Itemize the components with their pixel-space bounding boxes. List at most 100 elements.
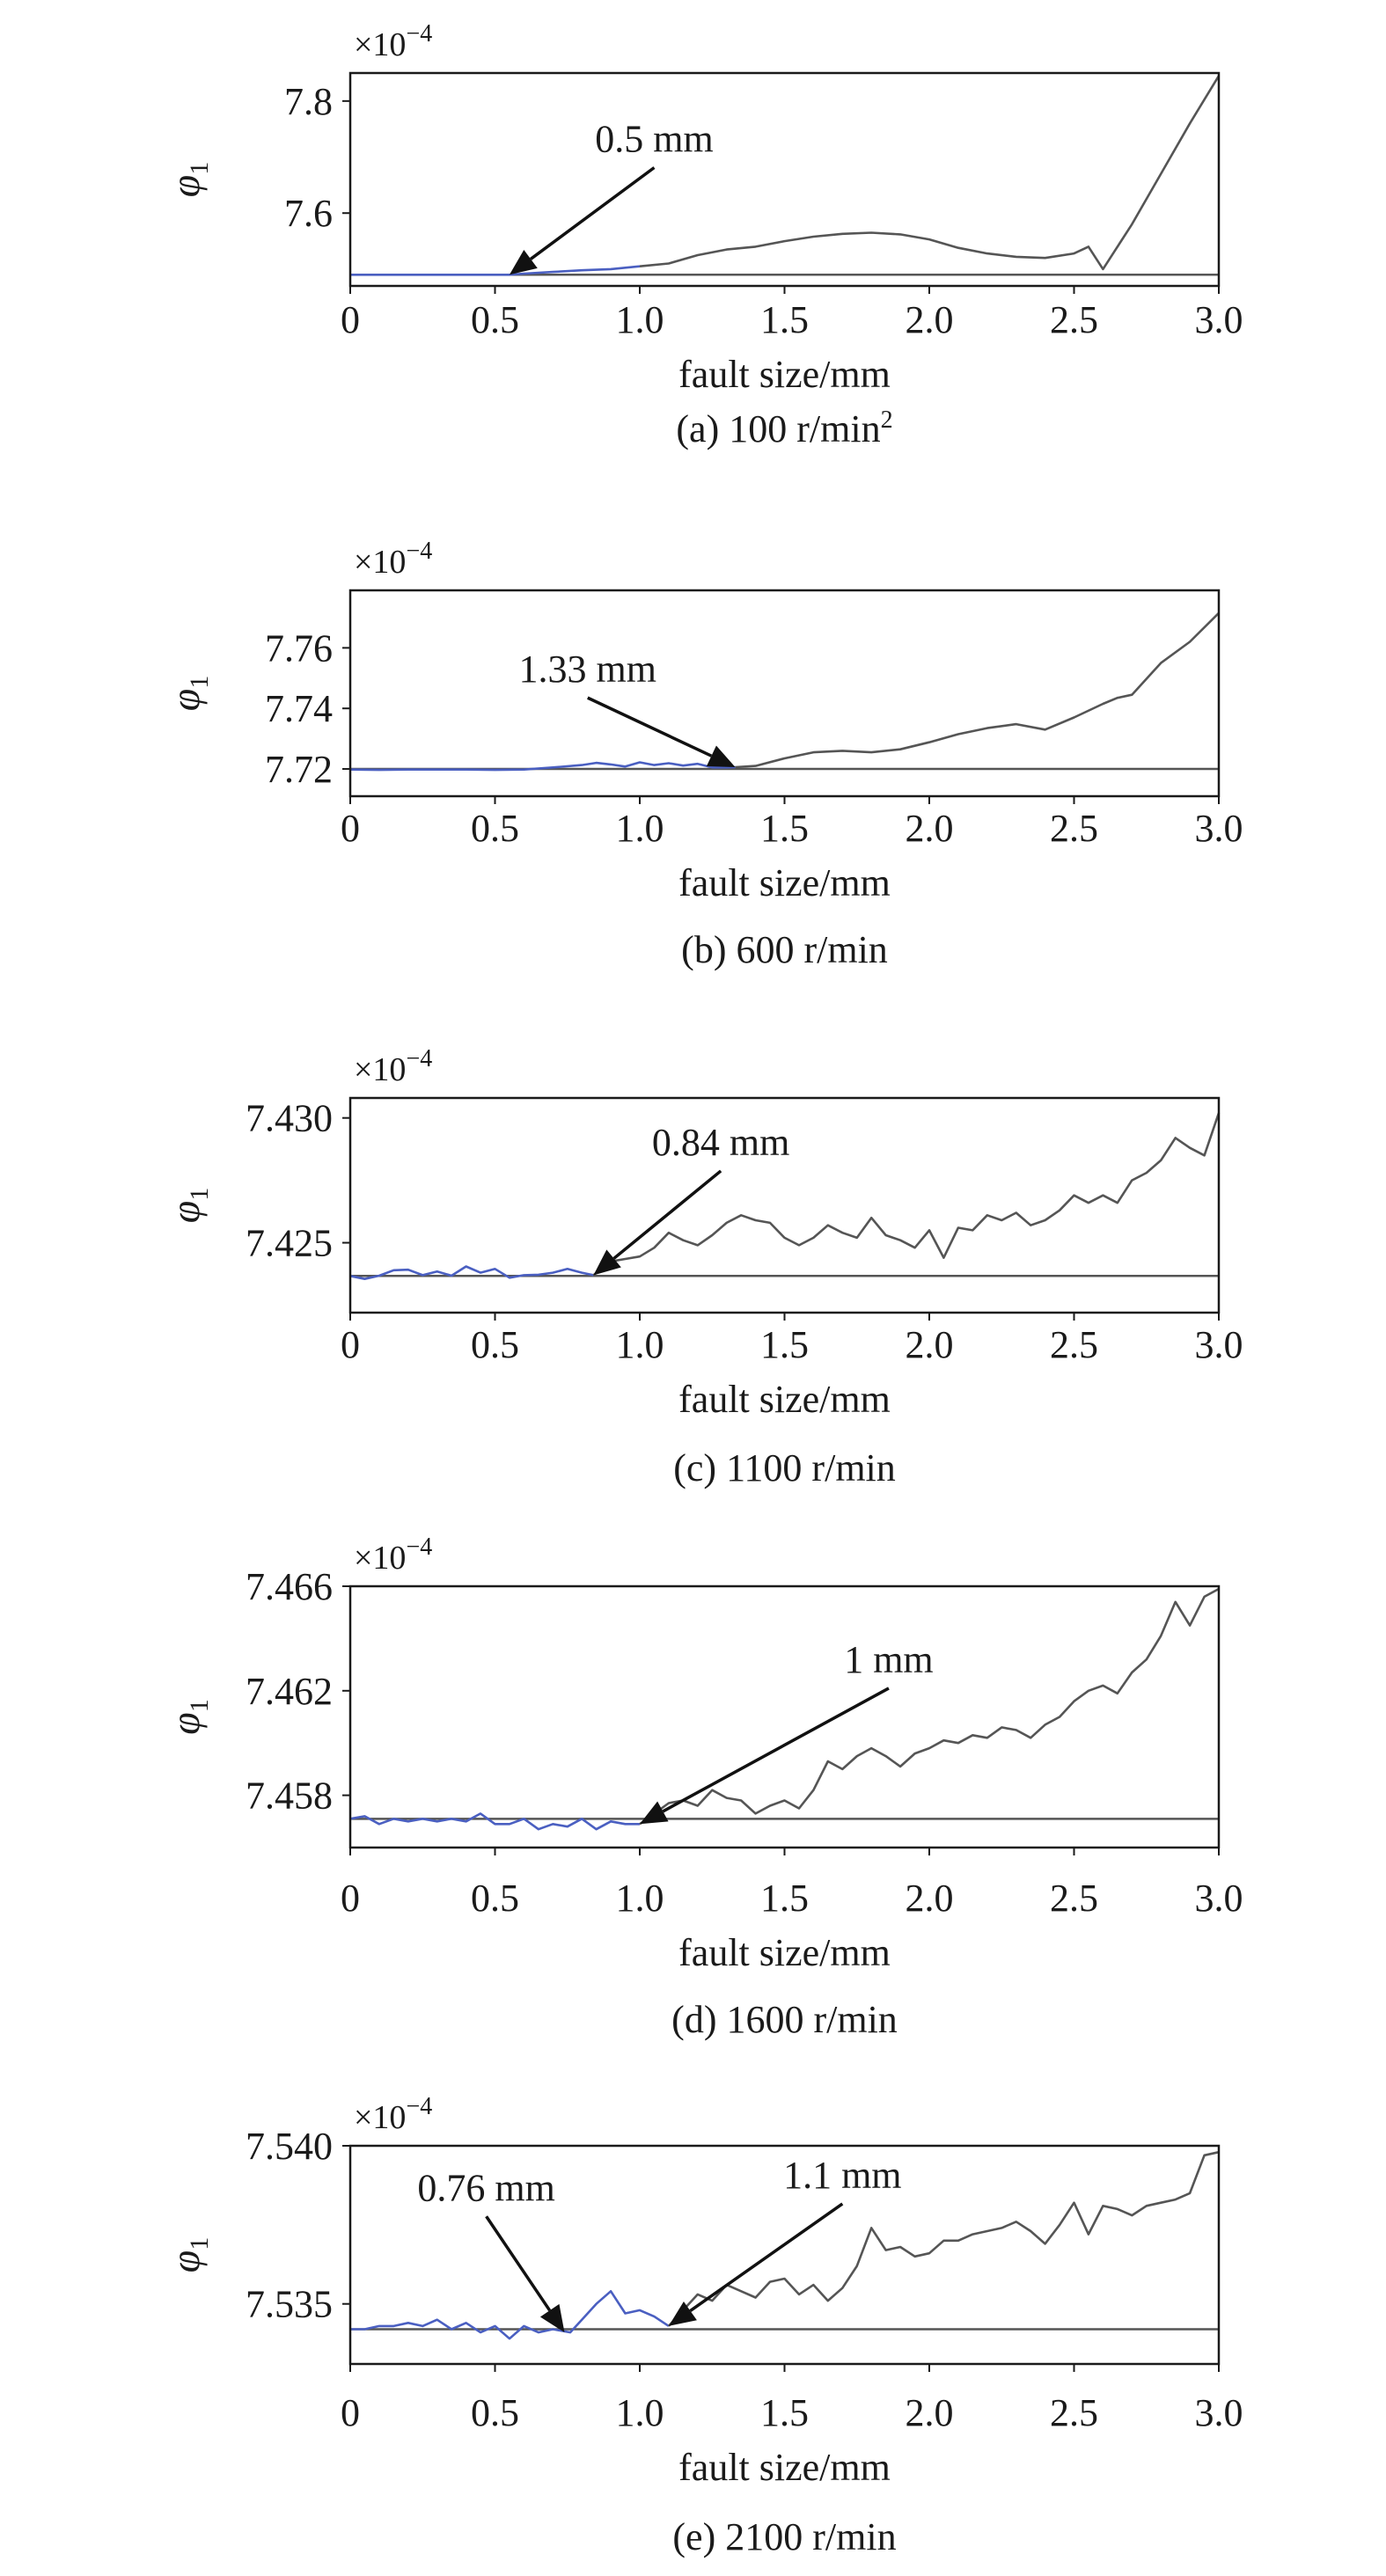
y-tick-label: 7.535 [246,2283,333,2326]
x-axis-label: fault size/mm [678,861,891,904]
x-tick-label: 0.5 [471,1323,519,1366]
chart-panel-3: 0 0.5 1.0 1.5 2.0 2.5 3.0 7.425 7.430 ×10−4 φ1 faul… [163,1045,1243,1489]
annotation-arrow [485,2215,552,2312]
axis-multiplier: ×10−4 [354,1533,432,1577]
y-tick-label: 7.6 [284,192,333,235]
axis-multiplier: ×10−4 [354,20,432,63]
y-axis-label: φ1 [163,162,214,197]
y-tick-label: 7.74 [265,687,333,730]
annotation-arrow [587,696,713,757]
x-tick-label: 1.0 [616,1323,664,1366]
series-line-after-fault [639,1587,1220,1826]
x-tick-label: 3.0 [1195,1323,1243,1366]
series-line-after-fault [735,611,1220,769]
x-axis-label: fault size/mm [678,1931,891,1974]
y-axis-label: φ1 [163,1699,214,1734]
x-tick-label: 1.0 [616,1877,664,1920]
x-tick-label: 0.5 [471,298,519,341]
panel-caption: (b) 600 r/min [681,928,888,971]
annotation-arrow [662,1687,890,1813]
series-line-before-fault [350,265,641,276]
annotation-arrowhead [509,249,538,275]
x-tick-label: 2.0 [906,2391,954,2434]
series-line-before-fault [349,1265,594,1280]
annotation-label: 1 mm [844,1638,933,1681]
x-tick-label: 2.0 [906,298,954,341]
x-tick-label: 0.5 [471,1877,519,1920]
y-tick-label: 7.72 [265,748,333,791]
chart-panel-2: 0 0.5 1.0 1.5 2.0 2.5 3.0 7.72 7.74 7.76 ×10−4 φ1 fa… [163,538,1243,971]
panel-caption: (d) 1600 r/min [671,1998,898,2041]
y-tick-label: 7.462 [246,1670,333,1713]
annotation-label: 1.33 mm [519,648,656,691]
x-tick-label: 1.0 [616,807,664,850]
y-tick-label: 7.8 [284,80,333,123]
x-tick-label: 1.5 [760,2391,809,2434]
x-tick-label: 0 [341,2391,360,2434]
plot-frame [348,1584,1221,1849]
annotation-arrowhead [640,1801,669,1825]
plot-frame [348,71,1221,288]
chart-panel-5: 0 0.5 1.0 1.5 2.0 2.5 3.0 7.535 7.540 ×10−4 φ1 faul… [163,2093,1243,2558]
x-tick-label: 3.0 [1195,1877,1243,1920]
annotation-label: 0.76 mm [417,2166,554,2209]
y-tick-label: 7.76 [265,626,333,670]
series-line-after-fault [639,75,1221,271]
x-tick-label: 2.0 [906,1323,954,1366]
axis-multiplier: ×10−4 [354,2093,432,2136]
y-tick-label: 7.540 [246,2125,333,2168]
annotation-arrow [612,1169,722,1260]
x-tick-label: 2.5 [1050,1323,1098,1366]
x-tick-label: 1.5 [760,807,809,850]
x-tick-label: 0 [341,298,360,341]
x-tick-label: 1.5 [760,1877,809,1920]
series-line-after-fault [592,1112,1221,1277]
x-tick-label: 3.0 [1195,298,1243,341]
x-axis-label: fault size/mm [678,1378,891,1421]
x-tick-label: 1.5 [760,1323,809,1366]
panel-caption: (a) 100 r/min2 [676,406,892,450]
annotation-label: 0.84 mm [652,1121,789,1164]
y-tick-label: 7.466 [246,1565,333,1608]
axis-multiplier: ×10−4 [354,1045,432,1088]
y-axis-label: φ1 [163,2237,214,2272]
y-axis-label: φ1 [163,1188,214,1223]
x-tick-label: 0 [341,1323,360,1366]
x-tick-label: 0 [341,1877,360,1920]
x-tick-label: 2.0 [906,1877,954,1920]
panel-caption: (e) 2100 r/min [672,2515,896,2558]
x-tick-label: 1.0 [616,2391,664,2434]
panel-caption: (c) 1100 r/min [673,1446,896,1489]
series-line-after-fault [667,2150,1220,2327]
annotation-arrow [530,166,656,260]
annotation-arrowhead [593,1249,621,1276]
x-axis-label: fault size/mm [678,2446,891,2489]
x-tick-label: 1.0 [616,298,664,341]
chart-panel-1: 0 0.5 1.0 1.5 2.0 2.5 3.0 7.6 7.8 ×10−4 φ1 fault si… [163,20,1243,450]
annotation-arrowhead [668,2301,697,2326]
x-tick-label: 0.5 [471,2391,519,2434]
x-tick-label: 0.5 [471,807,519,850]
series-line-before-fault [349,761,736,772]
annotation-label: 1.1 mm [783,2154,901,2197]
x-tick-label: 2.5 [1050,2391,1098,2434]
x-tick-label: 3.0 [1195,807,1243,850]
axis-multiplier: ×10−4 [354,538,432,581]
annotation-arrow [689,2202,844,2313]
x-axis-label: fault size/mm [678,353,891,396]
x-tick-label: 1.5 [760,298,809,341]
x-tick-label: 0 [341,807,360,850]
plot-frame [348,589,1221,798]
y-tick-label: 7.458 [246,1775,333,1818]
y-tick-label: 7.425 [246,1222,333,1265]
y-tick-label: 7.430 [246,1097,333,1140]
annotation-arrowhead [539,2303,565,2333]
annotation-arrowhead [706,745,736,767]
x-tick-label: 2.5 [1050,298,1098,341]
series-line-before-fault [350,2290,670,2340]
annotation-label: 0.5 mm [595,118,713,161]
chart-panel-4: 0 0.5 1.0 1.5 2.0 2.5 3.0 7.458 7.462 7.466 ×10−4 φ… [163,1533,1243,2041]
x-tick-label: 3.0 [1195,2391,1243,2434]
x-tick-label: 2.5 [1050,807,1098,850]
